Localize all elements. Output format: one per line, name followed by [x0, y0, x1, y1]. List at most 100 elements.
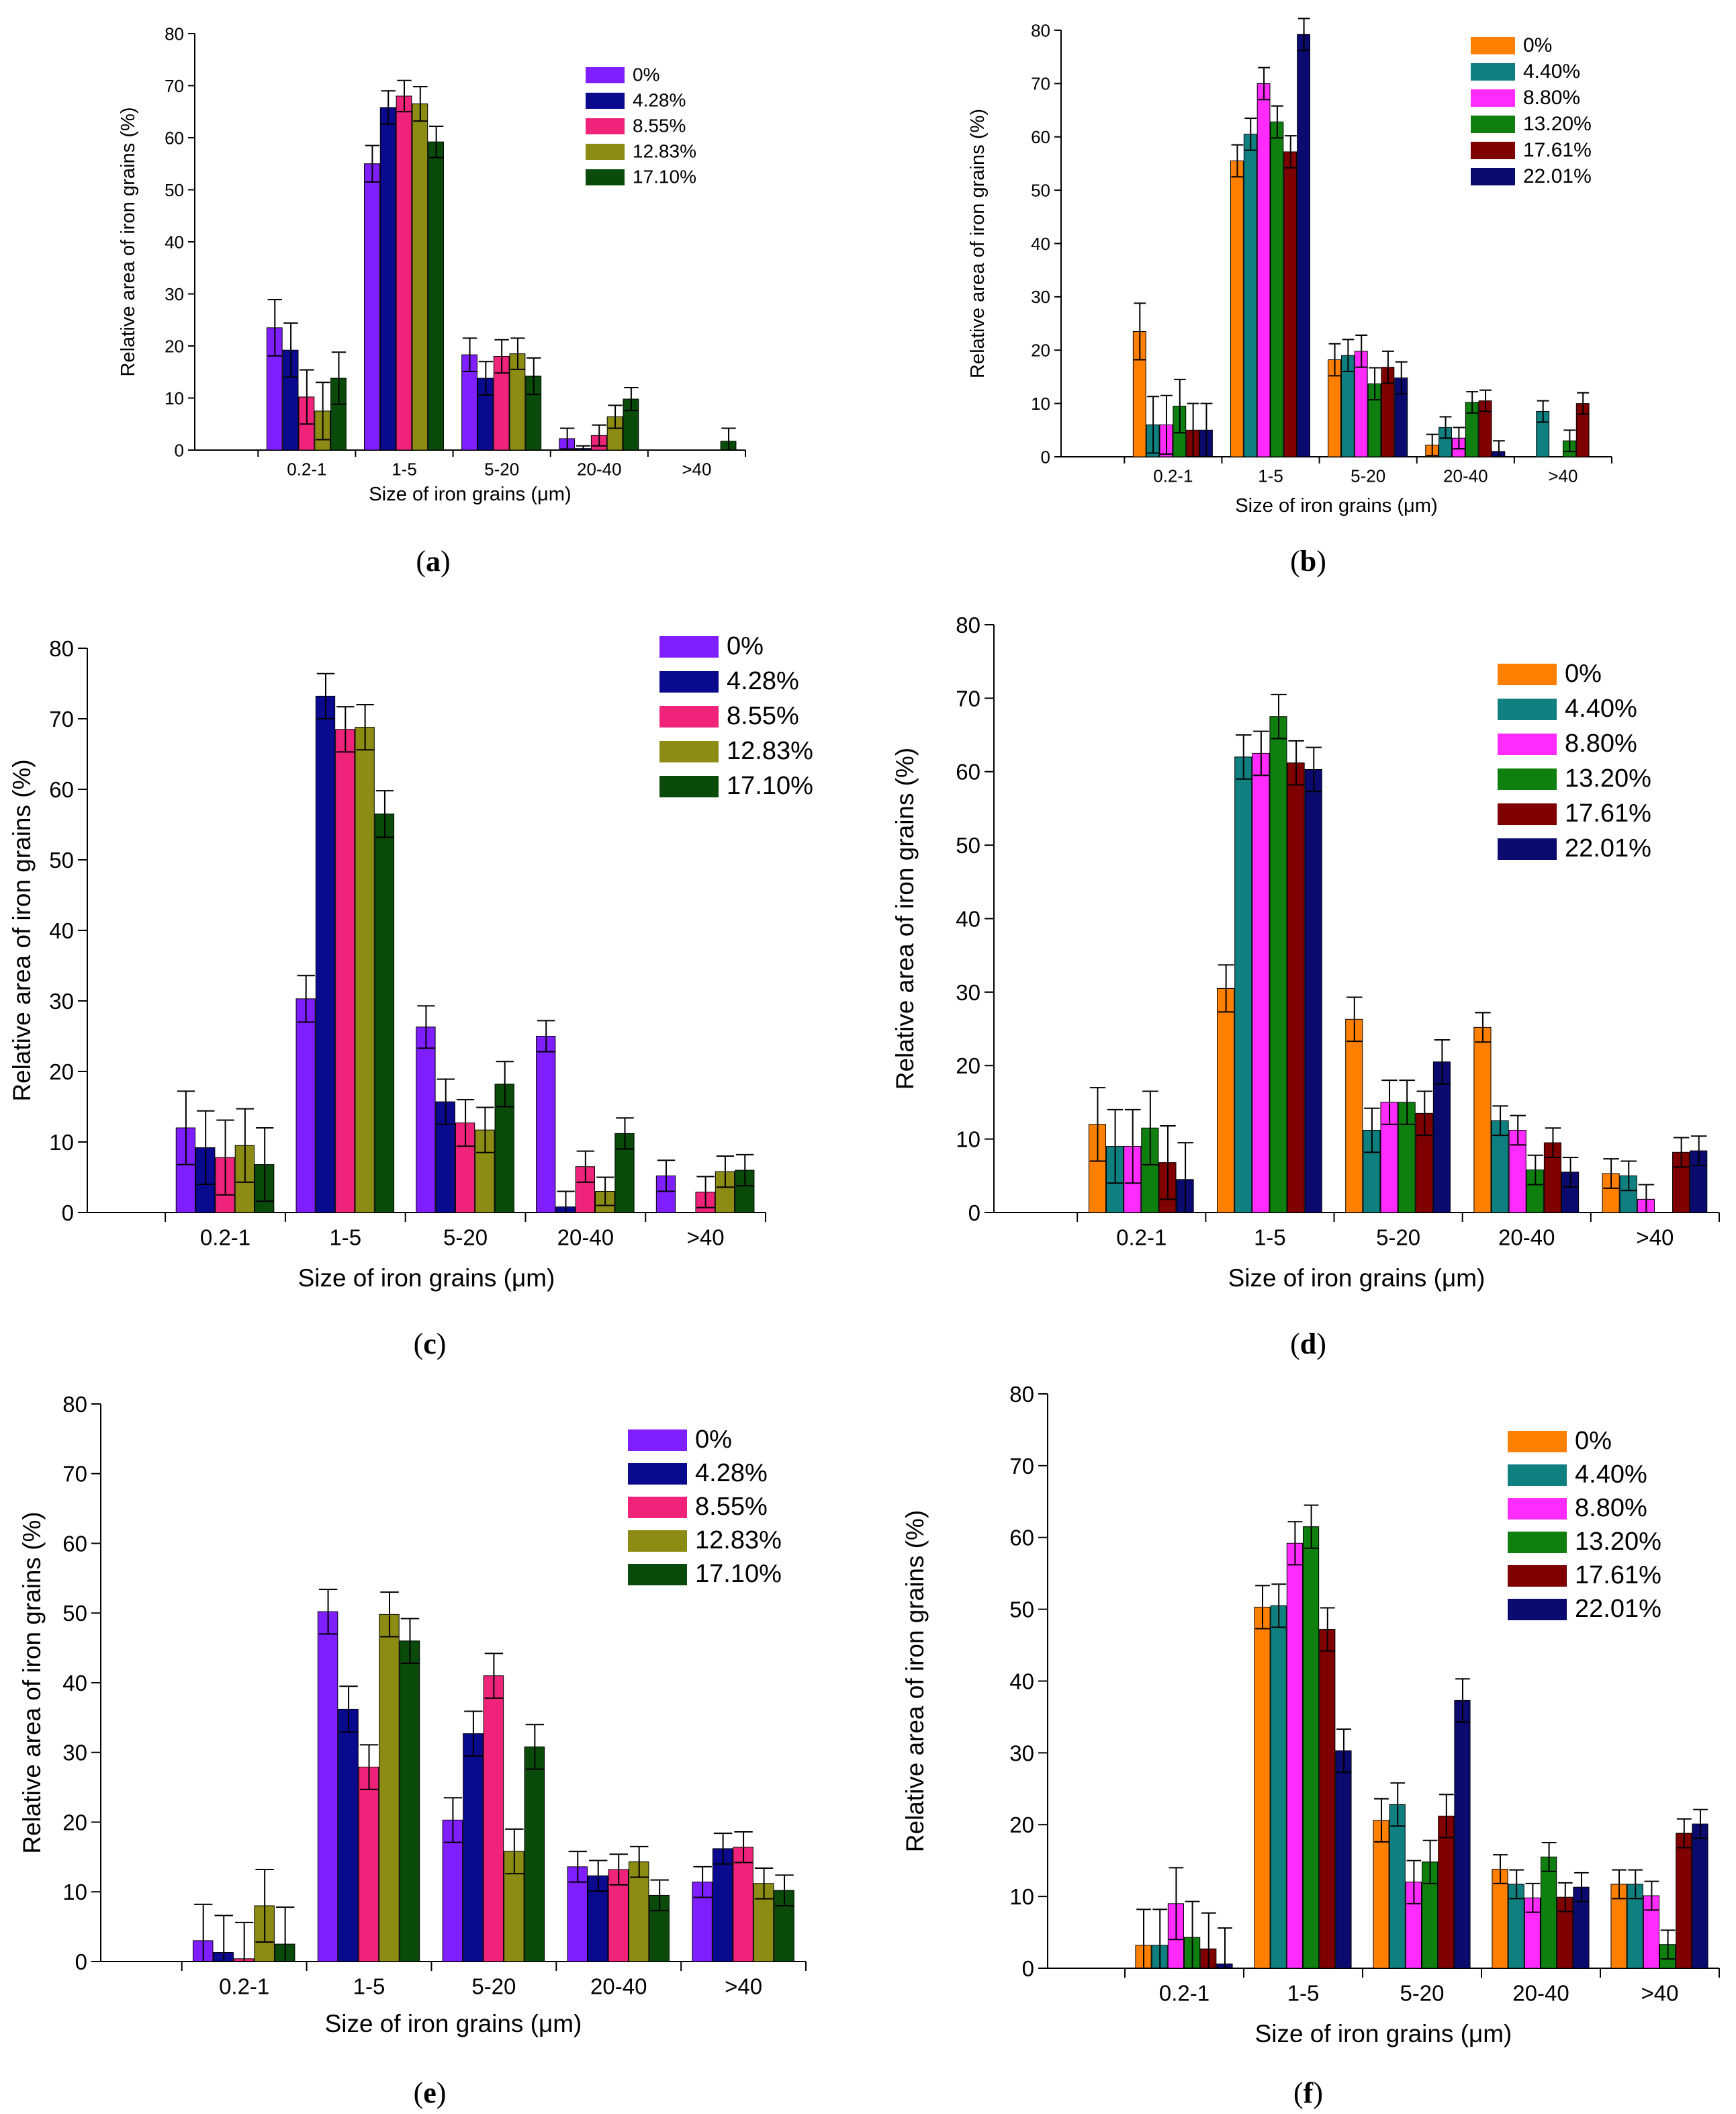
x-tick-label: 5-20	[1351, 466, 1385, 486]
legend-swatch	[586, 67, 625, 83]
bar	[1438, 1815, 1455, 1969]
y-tick-label: 50	[1009, 1597, 1034, 1622]
y-tick-label: 0	[75, 1949, 87, 1974]
y-tick-label: 20	[1031, 341, 1050, 361]
x-tick-label: 5-20	[443, 1225, 488, 1250]
legend-swatch	[659, 671, 719, 693]
bar	[1304, 768, 1322, 1213]
bar	[536, 1036, 556, 1213]
y-tick-label: 60	[62, 1531, 87, 1556]
chart-panel-f: 0 10 20 30 40 50 60 70 80 0.2-1 1-5 5-20 20-40 >40 Siz…	[901, 1382, 1720, 2109]
y-tick-label: 10	[165, 388, 184, 408]
bar	[1286, 1542, 1304, 1969]
x-axis-label: Size of iron grains (μm)	[1235, 495, 1437, 517]
legend-label: 8.80%	[1523, 87, 1580, 109]
legend-label: 0%	[727, 632, 764, 660]
bar	[1676, 1833, 1692, 1969]
legend-label: 22.01%	[1575, 1595, 1661, 1623]
legend-label: 17.10%	[633, 166, 696, 187]
bar	[1217, 987, 1235, 1213]
x-axis-label: Size of iron grains (μm)	[369, 484, 571, 505]
bar	[1269, 716, 1287, 1213]
bar	[416, 1026, 436, 1213]
y-tick-label: 30	[62, 1741, 87, 1765]
y-tick-label: 30	[1009, 1741, 1034, 1765]
caption-letter: c	[423, 1327, 437, 1360]
legend-label: 22.01%	[1523, 165, 1592, 187]
chart-panel-b: 0 10 20 30 40 50 60 70 80 0.2-1 1-5 5-20 20-40 >40 Siz…	[967, 17, 1612, 578]
legend-swatch	[628, 1463, 687, 1485]
y-tick-label: 70	[165, 76, 184, 96]
y-tick-label: 80	[49, 636, 74, 661]
y-tick-label: 80	[1009, 1382, 1034, 1407]
caption-letter: e	[423, 2076, 437, 2109]
legend-swatch	[1498, 803, 1557, 825]
legend: 0% 4.28% 8.55% 12.83% 17.10%	[628, 1425, 782, 1588]
panel-caption: (d)	[1290, 1327, 1326, 1360]
bar	[364, 163, 380, 451]
y-tick-label: 30	[956, 980, 980, 1005]
bar	[1389, 1804, 1406, 1969]
bar	[317, 1611, 338, 1962]
caption-close: )	[1316, 1327, 1326, 1360]
legend: 0% 4.40% 8.80% 13.20% 17.61% 22.01%	[1498, 660, 1651, 863]
legend-label: 8.80%	[1565, 730, 1637, 758]
legend-swatch	[1498, 768, 1557, 790]
legend-swatch	[1508, 1431, 1567, 1452]
bar	[1088, 1124, 1107, 1213]
bar	[1252, 752, 1270, 1213]
legend-label: 12.83%	[727, 737, 813, 765]
legend-label: 0%	[1523, 34, 1552, 56]
caption-open: (	[1290, 1327, 1300, 1360]
x-tick-label: 5-20	[1376, 1225, 1420, 1250]
bar	[712, 1848, 733, 1962]
legend-label: 13.20%	[1523, 113, 1592, 135]
bar	[1692, 1823, 1708, 1969]
legend-swatch	[1471, 37, 1515, 54]
x-axis-label: Size of iron grains (μm)	[325, 2010, 582, 2037]
legend-swatch	[628, 1497, 687, 1518]
x-tick-label: 0.2-1	[287, 459, 326, 479]
legend-label: 17.61%	[1523, 139, 1592, 161]
x-tick-label: 5-20	[471, 1974, 516, 1999]
y-tick-label: 50	[956, 833, 980, 858]
legend-label: 12.83%	[633, 140, 696, 161]
y-tick-label: 20	[62, 1810, 87, 1835]
y-tick-label: 50	[1031, 180, 1050, 200]
y-tick-label: 40	[1009, 1669, 1034, 1693]
caption-letter: b	[1300, 545, 1316, 578]
legend-swatch	[586, 144, 625, 160]
legend-label: 0%	[1575, 1427, 1612, 1455]
y-tick-label: 40	[62, 1671, 87, 1695]
y-tick-label: 10	[1031, 394, 1050, 414]
y-axis-label: Relative area of iron grains (%)	[18, 1511, 46, 1853]
legend-swatch	[659, 741, 719, 762]
y-tick-label: 80	[1031, 20, 1050, 40]
legend-label: 12.83%	[695, 1526, 782, 1554]
legend-swatch	[1498, 699, 1557, 720]
bar	[1257, 83, 1271, 457]
x-tick-label: 20-40	[577, 459, 622, 479]
bar	[1270, 1605, 1287, 1969]
legend-swatch	[1508, 1464, 1567, 1486]
bar	[1398, 1102, 1416, 1213]
caption-close: )	[437, 2076, 447, 2109]
chart-panel-a: 0 10 20 30 40 50 60 70 80 0.2-1 1-5 5-20 20-40 >40 Siz…	[118, 24, 746, 578]
bar	[1303, 1526, 1320, 1969]
caption-close: )	[437, 1327, 447, 1360]
legend-label: 8.80%	[1575, 1494, 1647, 1522]
bar	[412, 103, 428, 451]
bar	[1335, 1750, 1352, 1969]
x-tick-label: 20-40	[1498, 1225, 1555, 1250]
y-axis-label: Relative area of iron grains (%)	[891, 748, 919, 1090]
y-tick-label: 40	[165, 232, 184, 252]
legend-swatch	[1498, 664, 1557, 685]
y-tick-label: 50	[62, 1601, 87, 1626]
legend-label: 17.10%	[727, 772, 813, 800]
caption-letter: d	[1300, 1327, 1316, 1360]
panel-caption: (e)	[414, 2076, 447, 2109]
legend-label: 8.55%	[633, 115, 686, 136]
bar	[1283, 151, 1297, 457]
bar	[355, 727, 375, 1213]
panel-caption: (a)	[416, 545, 450, 578]
